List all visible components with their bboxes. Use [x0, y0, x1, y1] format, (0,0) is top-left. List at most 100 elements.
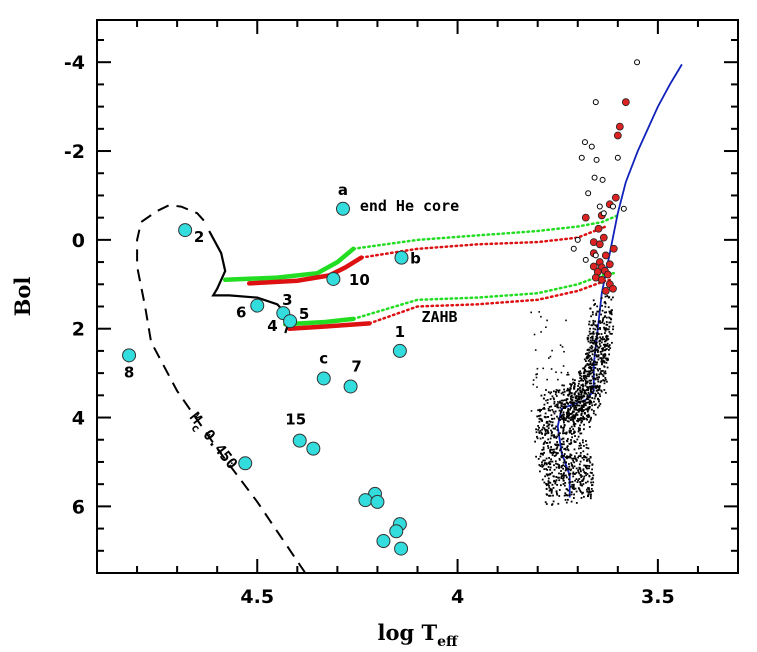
ms-star-dot — [553, 448, 555, 451]
open-circle-point — [610, 203, 617, 210]
ms-star-dot — [586, 386, 589, 389]
ms-star-dot — [575, 390, 577, 393]
ms-star-dot — [588, 366, 590, 369]
ms-star-dot — [574, 404, 576, 407]
ms-star-dot — [593, 354, 596, 357]
ms-star-dot — [546, 425, 549, 428]
ms-star-dot — [589, 491, 592, 494]
ms-star-dot — [608, 353, 610, 356]
ms-star-dot — [553, 417, 556, 420]
ms-star-dot — [583, 367, 586, 369]
ms-star-dot — [568, 494, 571, 496]
ms-star-dot — [543, 424, 545, 427]
ms-star-dot — [586, 370, 589, 373]
ms-star-dot — [587, 408, 590, 411]
ms-star-dot — [550, 429, 552, 432]
hot-star-point — [178, 223, 193, 238]
ms-star-dot — [579, 432, 582, 435]
ms-star-dot — [594, 392, 597, 395]
hot-star-point — [292, 433, 307, 448]
ms-star-dot — [577, 430, 580, 433]
ms-star-dot — [578, 418, 581, 421]
ms-star-dot — [583, 392, 586, 395]
ms-star-dot — [605, 321, 608, 323]
ms-star-dot — [551, 395, 554, 398]
ms-star-dot — [571, 436, 573, 439]
ms-star-dot — [571, 433, 573, 435]
ms-star-dot — [587, 353, 590, 356]
ms-star-dot — [562, 483, 565, 485]
ms-star-dot — [590, 357, 593, 360]
ms-star-dot — [603, 322, 605, 325]
ms-star-dot — [574, 393, 576, 396]
ms-star-dot — [598, 343, 601, 345]
ms-star-dot — [562, 432, 564, 435]
ms-star-dot — [579, 460, 582, 463]
ms-star-dot — [567, 489, 570, 492]
hot-star-point — [283, 314, 298, 329]
ms-star-dot — [590, 366, 593, 369]
ms-star-dot — [556, 446, 559, 449]
ms-star-dot — [549, 398, 552, 400]
ms-star-dot — [562, 413, 564, 416]
ms-star-dot — [596, 334, 599, 336]
ms-star-dot — [595, 373, 598, 376]
ms-star-dot — [583, 412, 586, 415]
ms-star-dot — [598, 373, 601, 376]
ms-star-dot — [553, 468, 556, 471]
ms-star-dot — [576, 481, 579, 483]
ms-star-dot — [585, 466, 587, 469]
ms-star-dot — [563, 475, 565, 477]
ms-star-dot — [547, 430, 549, 433]
ms-star-dot — [539, 410, 541, 413]
ms-star-dot — [560, 438, 563, 441]
ms-star-dot — [583, 390, 586, 393]
ms-star-dot — [575, 502, 578, 504]
ms-star-dot — [546, 399, 549, 401]
ms-star-dot — [580, 421, 583, 424]
mc-0450-track — [136, 204, 307, 574]
ms-star-dot — [611, 332, 613, 335]
ms-star-dot — [603, 361, 606, 364]
ms-star-dot — [557, 476, 560, 479]
red-giant-point — [594, 224, 603, 233]
ms-star-dot — [555, 437, 558, 439]
ms-star-dot — [597, 386, 600, 388]
ms-star-dot — [582, 372, 585, 375]
ms-star-dot — [591, 404, 593, 407]
ms-star-dot — [563, 421, 565, 424]
ms-star-dot — [554, 410, 557, 413]
ms-star-dot — [542, 443, 545, 445]
green-dotted-upper — [352, 214, 620, 251]
ms-star-dot — [577, 469, 579, 472]
ms-star-dot — [581, 407, 583, 410]
ms-star-dot — [606, 342, 609, 345]
ms-star-dot — [598, 393, 601, 396]
ms-star-dot — [598, 346, 600, 349]
ms-star-dot — [608, 331, 611, 333]
ms-star-dot — [586, 473, 589, 475]
ms-star-dot — [553, 464, 555, 467]
ms-star-dot — [562, 406, 565, 408]
ms-star-dot — [599, 357, 602, 359]
ms-star-dot — [602, 357, 605, 359]
ms-star-dot — [601, 347, 603, 350]
ms-star-dot — [589, 419, 592, 422]
ms-star-dot — [605, 339, 608, 342]
ms-star-dot — [570, 407, 572, 409]
ms-star-dot — [564, 499, 567, 501]
ms-star-dot — [570, 468, 572, 471]
ms-star-dot — [603, 326, 605, 329]
ms-star-dot — [555, 403, 558, 406]
x-axis-title: log Teff — [377, 620, 459, 650]
sg-star-dot — [530, 311, 532, 314]
ms-star-dot — [587, 406, 590, 409]
ms-star-dot — [560, 399, 563, 402]
ms-star-dot — [558, 409, 561, 412]
ms-star-dot — [563, 459, 566, 462]
ms-star-dot — [574, 455, 576, 458]
ms-star-dot — [547, 480, 550, 482]
ms-star-dot — [598, 333, 600, 335]
ms-star-dot — [588, 371, 591, 374]
ms-star-dot — [575, 467, 578, 470]
